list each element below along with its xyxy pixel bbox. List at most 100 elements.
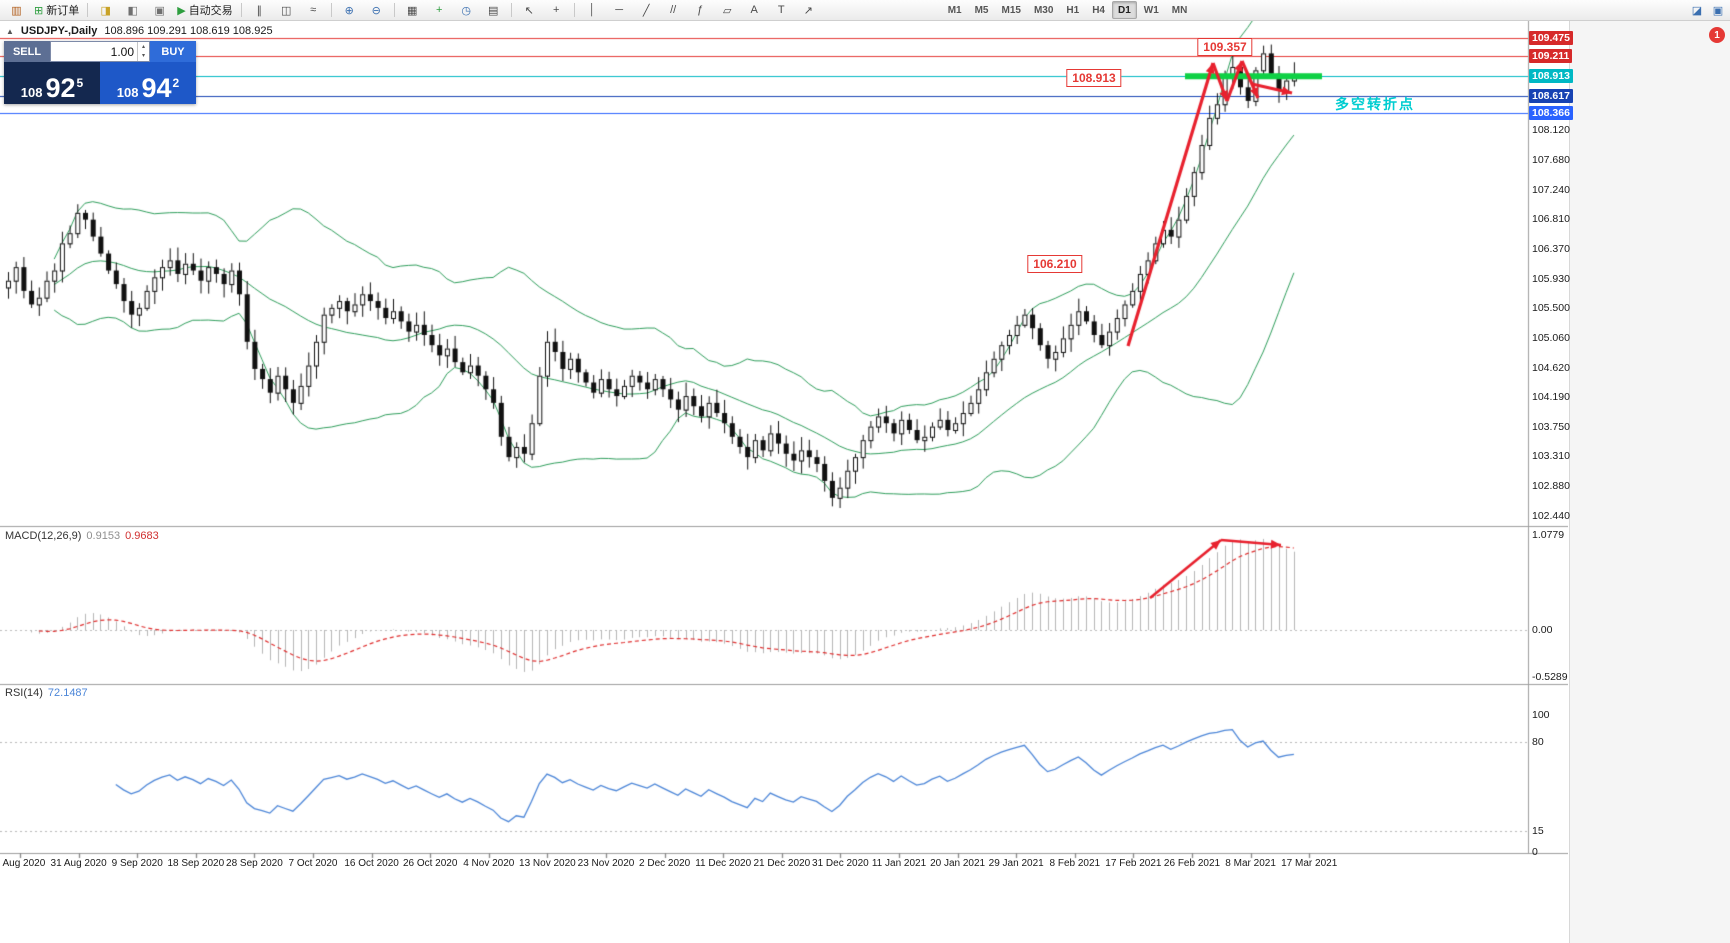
price-annotation-box[interactable]: 106.210 [1027,255,1083,273]
sell-button[interactable]: SELL [4,41,50,62]
toolbar-separator [393,3,395,17]
date-axis-label: 13 Nov 2020 [519,858,576,869]
timeframe-button-m15[interactable]: M15 [1001,4,1021,16]
arrow-object-icon: ↗ [803,4,813,17]
trendline-icon: ╱ [642,4,650,17]
text-icon: A [750,4,758,16]
navigator-icon: ◧ [127,4,138,17]
timeframe-button-h1[interactable]: H1 [1066,4,1080,16]
horizontal-line-icon[interactable]: ─ [606,1,633,20]
equidistant-channel-icon: // [670,4,677,16]
cursor-icon: ↖ [524,4,534,17]
chart-ohlc-values: 108.896 109.291 108.619 108.925 [104,25,273,37]
indicators-icon: + [435,4,443,16]
cursor-icon[interactable]: ↖ [516,1,543,20]
timeframe-button-m30[interactable]: M30 [1033,4,1054,16]
date-axis[interactable]: 1 Aug 2020 31 Aug 2020 9 Sep 2020 18 Sep 20… [0,853,1528,874]
date-axis-label: 29 Jan 2021 [988,858,1044,869]
periods-icon[interactable]: ◷ [453,1,480,20]
toolbar-separator [573,3,575,17]
zoom-in-icon[interactable]: ⊕ [336,1,363,20]
timeframe-button-m1[interactable]: M1 [947,4,962,16]
extension-icon[interactable]: ▣ [1712,4,1724,17]
indicators-icon[interactable]: + [426,1,453,20]
toolbar-separator [87,3,89,17]
buy-price-pips: 94 [141,73,172,103]
candlestick-chart-icon[interactable]: ◫ [273,1,300,20]
auto-trading-button-label: 自动交易 [188,5,233,17]
turning-point-note[interactable]: 多空转折点 [1335,96,1415,112]
trendline-icon[interactable]: ╱ [633,1,660,20]
timeframe-button-mn[interactable]: MN [1171,4,1188,16]
new-order-button[interactable]: ⊞ 新订单 [30,1,83,20]
collapse-arrow-icon[interactable]: ▲ [6,26,14,36]
capture-icon[interactable]: ◪ [1691,4,1703,17]
market-watch-icon[interactable]: ◨ [92,1,119,20]
date-axis-label: 17 Mar 2021 [1281,858,1338,869]
date-axis-label: 17 Feb 2021 [1105,858,1162,869]
date-axis-label: 8 Mar 2021 [1225,858,1276,869]
line-chart-icon[interactable]: ≈ [300,1,327,20]
fibonacci-icon[interactable]: ƒ [687,1,714,20]
label-icon: T [777,4,785,16]
date-axis-label: 1 Aug 2020 [0,858,46,869]
tile-windows-icon[interactable]: ▦ [399,1,426,20]
crosshair-icon[interactable]: + [543,1,570,20]
chart-canvas[interactable] [0,21,1568,874]
date-axis-label: 28 Sep 2020 [226,858,283,869]
navigator-icon[interactable]: ◧ [119,1,146,20]
terminal-icon[interactable]: ▣ [146,1,173,20]
chart-header: ▲ USDJPY-,Daily 108.896 109.291 108.619 … [6,25,273,37]
volume-increase-icon[interactable]: ▴ [141,43,145,50]
timeframe-button-m5[interactable]: M5 [974,4,989,16]
zoom-out-icon: ⊖ [371,4,381,17]
arrow-object-icon[interactable]: ↗ [795,1,822,20]
equidistant-channel-icon[interactable]: // [660,1,687,20]
sell-price[interactable]: 108 92 5 [4,62,100,104]
vertical-line-icon[interactable]: │ [579,1,606,20]
buy-price-base: 108 [116,85,139,100]
rsi-indicator-label: RSI(14) 72.1487 [5,687,88,699]
macd-indicator-label: MACD(12,26,9) 0.9153 0.9683 [5,530,159,542]
volume-step-buttons[interactable]: ▴ ▾ [137,42,149,61]
toolbar-separator [240,3,242,17]
date-axis-label: 4 Nov 2020 [463,858,515,869]
text-icon[interactable]: A [741,1,768,20]
price-annotation-box[interactable]: 109.357 [1197,38,1253,56]
zoom-in-icon: ⊕ [344,4,354,17]
terminal-icon: ▣ [154,4,165,17]
new-chart-icon: ▥ [11,4,22,17]
date-axis-label: 23 Nov 2020 [577,858,635,869]
notification-badge[interactable]: 1 [1709,27,1725,43]
volume-spinner[interactable]: 1.00 ▴ ▾ [50,41,150,62]
bar-chart-icon[interactable]: ∥ [246,1,273,20]
new-chart-icon[interactable]: ▥ [3,1,30,20]
tile-windows-icon: ▦ [406,4,418,17]
one-click-trading-panel: SELL 1.00 ▴ ▾ BUY 108 92 5 108 [4,41,196,104]
timeframe-button-d1[interactable]: D1 [1112,1,1137,19]
macd-signal-value: 0.9683 [125,530,159,542]
date-axis-label: 8 Feb 2021 [1049,858,1101,869]
price-annotation-box[interactable]: 108.913 [1066,69,1122,87]
buy-button[interactable]: BUY [150,41,196,62]
timeframe-button-w1[interactable]: W1 [1143,4,1159,16]
auto-trading-button: ▶ [177,4,186,17]
buy-price-frac: 2 [172,76,180,90]
new-order-button-label: 新订单 [46,5,80,17]
date-axis-label: 20 Jan 2021 [930,858,986,869]
volume-decrease-icon[interactable]: ▾ [141,53,145,60]
zoom-out-icon[interactable]: ⊖ [363,1,390,20]
label-icon[interactable]: T [768,1,795,20]
auto-trading-button[interactable]: ▶ 自动交易 [173,1,236,20]
templates-icon: ▤ [487,4,499,17]
macd-name: MACD(12,26,9) [5,530,82,542]
buy-price[interactable]: 108 94 2 [100,62,196,104]
templates-icon[interactable]: ▤ [480,1,507,20]
main-toolbar: ▥ ⊞ 新订单 ◨ ◧ ▣ ▶ 自动交易 ∥ ◫ ≈ ⊕ ⊖ ▦ + ◷ ▤ ↖ + │ ─ ╱ // ƒ ▱ A T ↗ M1 M5 M1… [0,0,1730,21]
line-chart-icon: ≈ [310,4,317,16]
timeframe-button-h4[interactable]: H4 [1092,4,1105,16]
date-axis-label: 18 Sep 2020 [167,858,225,869]
shapes-icon[interactable]: ▱ [714,1,741,20]
chart-workspace: ▲ USDJPY-,Daily 108.896 109.291 108.619 … [0,21,1730,943]
shapes-icon: ▱ [722,4,732,17]
